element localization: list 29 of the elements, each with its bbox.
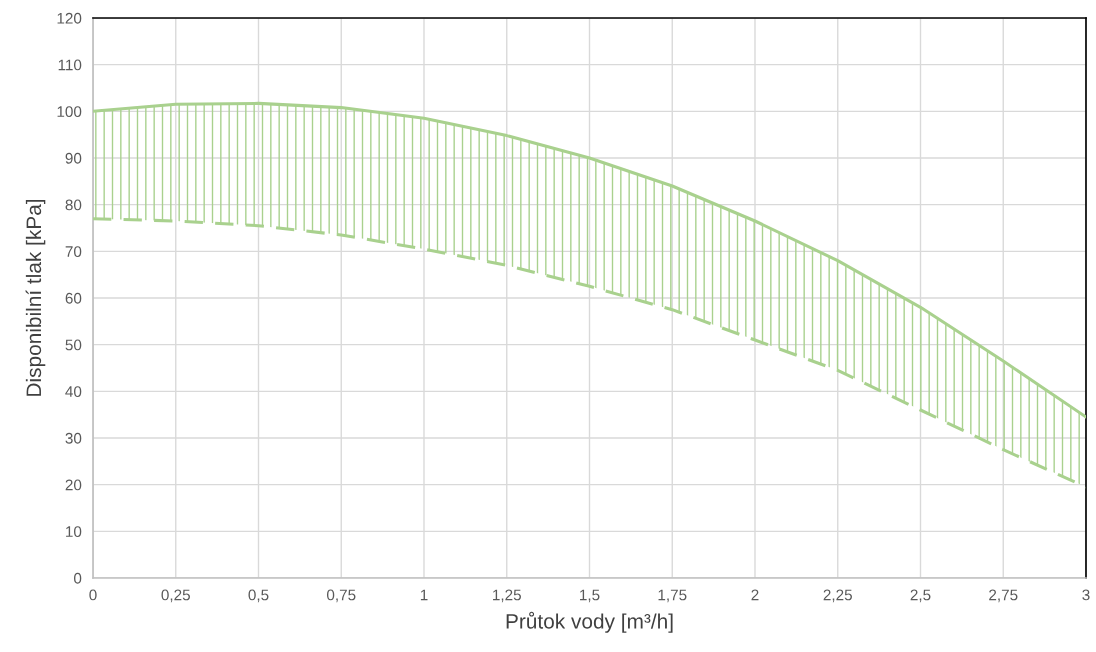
x-tick-label: 0,25 <box>161 589 190 603</box>
x-tick-label: 0 <box>89 589 97 601</box>
x-tick-label: 1,5 <box>580 589 600 603</box>
y-tick-label: 110 <box>58 59 82 71</box>
x-tick-label: 0,5 <box>248 589 269 603</box>
x-tick-label: 2,75 <box>989 589 1018 603</box>
x-tick-label: 1 <box>420 589 428 601</box>
y-tick-label: 100 <box>57 106 82 118</box>
y-tick-label: 60 <box>65 292 82 304</box>
x-tick-label: 2 <box>751 589 759 601</box>
x-tick-label: 3 <box>1082 589 1090 601</box>
x-tick-label: 1,25 <box>493 589 521 603</box>
y-tick-label: 70 <box>65 246 82 258</box>
line-series <box>93 217 1086 489</box>
y-tick-label: 120 <box>57 12 82 24</box>
y-tick-label: 80 <box>65 199 82 211</box>
x-tick-label: 1,75 <box>658 589 687 603</box>
y-tick-label: 30 <box>65 432 82 444</box>
x-tick-label: 2,25 <box>823 589 852 603</box>
y-tick-label: 50 <box>65 339 82 351</box>
x-tick-label: 2,5 <box>910 589 931 603</box>
y-axis-title: Disponibilní tlak [kPa] <box>25 199 46 396</box>
x-tick-label: 0,75 <box>326 589 356 603</box>
x-axis-title: Průtok vody [m³/h] <box>506 611 673 633</box>
y-tick-label: 10 <box>66 526 82 538</box>
y-tick-label: 0 <box>73 572 82 584</box>
y-tick-label: 20 <box>65 479 82 491</box>
y-tick-label: 40 <box>65 386 82 398</box>
y-tick-label: 90 <box>65 152 82 164</box>
